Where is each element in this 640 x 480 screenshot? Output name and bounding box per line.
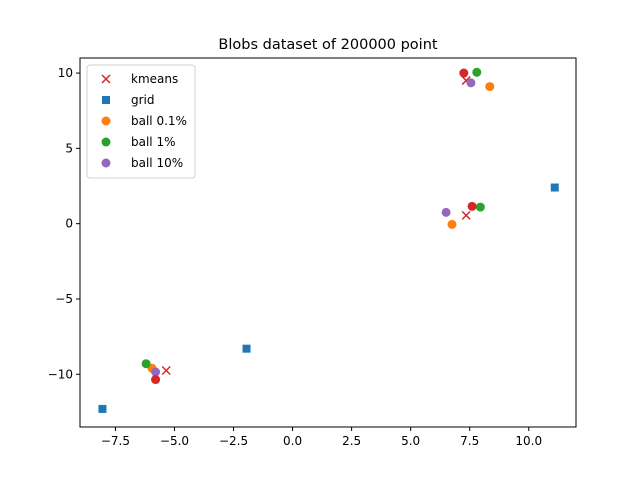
- unlabeled-point: [151, 375, 161, 385]
- x-tick-label: 5.0: [401, 434, 420, 448]
- grid-legend-marker: [102, 96, 110, 104]
- ball-1--point: [472, 67, 482, 77]
- plot-frame: [79, 57, 577, 428]
- y-tick-label: 0: [65, 217, 73, 231]
- ball-10--point: [151, 367, 161, 377]
- y-tick-label: 10: [58, 66, 73, 80]
- grid-point: [550, 183, 559, 192]
- legend: kmeans grid ball 0.1% ball 1% ball 10%: [86, 64, 196, 179]
- grid-point: [98, 404, 107, 413]
- x-tick-label: 10.0: [515, 434, 542, 448]
- y-axis: 10 5 0 −5 −10: [48, 66, 80, 381]
- ball-0-1--point: [485, 82, 495, 92]
- x-tick-label: 0.0: [283, 434, 302, 448]
- legend-label: grid: [131, 93, 155, 107]
- kmeans-point: [161, 365, 171, 376]
- ball-10--point: [441, 207, 451, 217]
- kmeans-legend-marker: [101, 74, 111, 84]
- legend-label: ball 1%: [131, 135, 176, 149]
- plot-marks: [98, 67, 559, 413]
- y-tick-label: −5: [55, 292, 73, 306]
- ball-10--point: [466, 78, 476, 88]
- y-tick-label: −10: [48, 367, 73, 381]
- legend-label: ball 0.1%: [131, 114, 187, 128]
- chart-title: Blobs dataset of 200000 point: [218, 37, 437, 53]
- unlabeled-point: [459, 68, 469, 78]
- grid-point: [242, 344, 251, 353]
- legend-box: [86, 64, 196, 179]
- kmeans-point: [461, 210, 471, 220]
- ball-0-1--point: [447, 219, 457, 229]
- x-tick-label: 7.5: [460, 434, 479, 448]
- ball-1--point: [141, 359, 151, 369]
- x-tick-label: 2.5: [342, 434, 361, 448]
- x-tick-label: −7.5: [101, 434, 130, 448]
- ball-1--legend-marker: [101, 137, 111, 147]
- x-tick-label: −2.5: [219, 434, 248, 448]
- x-axis: −7.5 −5.0 −2.5 0.0 2.5 5.0 7.5 10.0: [101, 427, 542, 448]
- ball-1--point: [475, 202, 485, 212]
- legend-label: kmeans: [131, 72, 178, 86]
- unlabeled-point: [467, 201, 477, 211]
- ball-0-1--legend-marker: [101, 116, 111, 126]
- legend-label: ball 10%: [131, 156, 183, 170]
- y-tick-label: 5: [65, 141, 73, 155]
- x-tick-label: −5.0: [160, 434, 189, 448]
- ball-10--legend-marker: [101, 158, 111, 168]
